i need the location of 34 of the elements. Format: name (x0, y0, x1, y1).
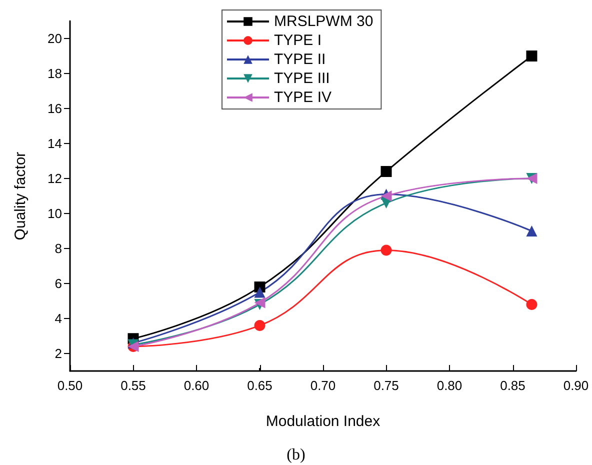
legend-label: TYPE III (274, 70, 330, 87)
legend-label: TYPE II (274, 51, 326, 68)
point (526, 299, 538, 310)
y-tick-label: 8 (54, 241, 62, 256)
y-tick-label: 16 (48, 101, 62, 116)
y-tick-label: 10 (48, 206, 62, 221)
x-tick-label: 0.85 (500, 378, 526, 393)
point (380, 166, 392, 177)
y-tick-label: 14 (48, 136, 62, 151)
x-tick-label: 0.80 (436, 378, 462, 393)
x-tick-label: 0.65 (247, 378, 272, 393)
y-tick-label: 12 (48, 171, 62, 186)
y-tick-label: 4 (54, 311, 62, 326)
x-tick-label: 0.75 (374, 378, 399, 393)
y-tick-label: 18 (48, 66, 62, 81)
point (380, 244, 392, 256)
point (254, 286, 266, 298)
y-tick-label: 2 (54, 346, 62, 361)
point (526, 226, 538, 236)
legend-label: MRSLPWM 30 (274, 13, 374, 30)
x-axis-title: Modulation Index (266, 413, 381, 430)
y-tick-label: 6 (54, 276, 62, 291)
x-tick-label: 0.55 (120, 378, 146, 393)
x-tick-label: 0.70 (310, 378, 336, 393)
point (526, 50, 538, 62)
y-tick-label: 20 (48, 31, 62, 46)
y-axis-title: Quality factor (12, 152, 29, 240)
point (254, 320, 266, 331)
x-tick-label: 0.60 (184, 378, 210, 393)
x-tick-label: 0.50 (57, 378, 83, 393)
x-tick-label: 0.90 (563, 378, 589, 393)
legend-label: TYPE IV (274, 89, 332, 106)
legend-label: TYPE I (274, 32, 322, 49)
text: (b) (286, 446, 306, 464)
